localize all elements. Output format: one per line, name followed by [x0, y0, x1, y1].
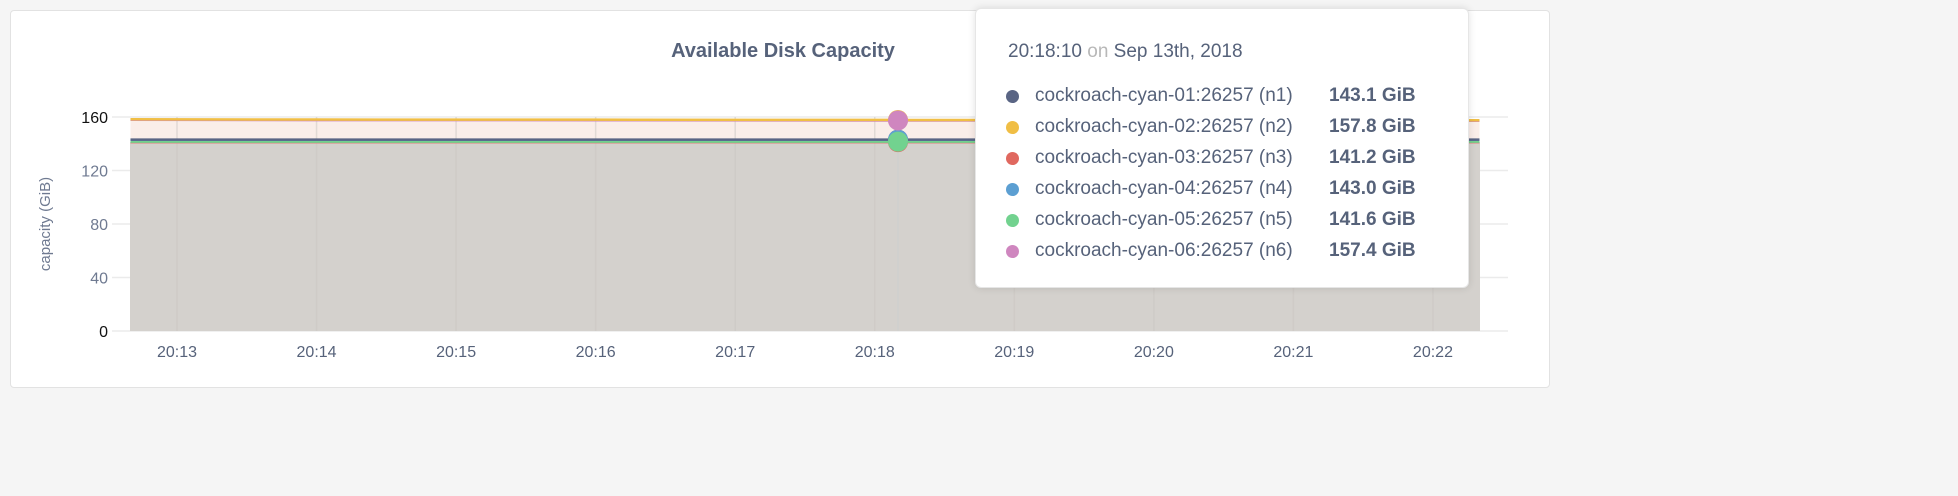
- x-tick-label: 20:22: [1413, 344, 1453, 361]
- tooltip-value: 143.0 GiB: [1329, 178, 1416, 199]
- chart-title: Available Disk Capacity: [671, 40, 895, 62]
- tooltip-time: 20:18:10: [1008, 41, 1082, 62]
- tooltip-series-name: cockroach-cyan-01:26257 (n1): [1035, 85, 1293, 106]
- x-tick-label: 20:15: [436, 344, 476, 361]
- tooltip-row: cockroach-cyan-04:26257 (n4) 143.0 GiB: [1006, 174, 1416, 204]
- tooltip-row: cockroach-cyan-03:26257 (n3) 141.2 GiB: [1006, 143, 1416, 173]
- tooltip-series-name: cockroach-cyan-03:26257 (n3): [1035, 147, 1293, 168]
- x-tick-label: 20:20: [1134, 344, 1174, 361]
- tooltip-row: cockroach-cyan-05:26257 (n5) 141.6 GiB: [1006, 205, 1416, 235]
- series-color-dot: [1006, 89, 1019, 103]
- y-tick-label: 160: [81, 110, 108, 127]
- series-color-dot: [1006, 213, 1019, 227]
- tooltip-value: 157.8 GiB: [1329, 116, 1416, 137]
- tooltip-on: on: [1087, 41, 1109, 62]
- series-color-dot: [1006, 182, 1019, 196]
- tooltip-row: cockroach-cyan-02:26257 (n2) 157.8 GiB: [1006, 112, 1416, 142]
- tooltip-series-name: cockroach-cyan-02:26257 (n2): [1035, 116, 1293, 137]
- series-color-dot: [1006, 244, 1019, 258]
- x-tick-label: 20:18: [855, 344, 895, 361]
- y-axis-label: capacity (GiB): [37, 177, 54, 271]
- y-tick-label: 120: [81, 164, 108, 181]
- tooltip-value: 143.1 GiB: [1329, 85, 1416, 106]
- tooltip-series-name: cockroach-cyan-06:26257 (n6): [1035, 240, 1293, 261]
- tooltip-row: cockroach-cyan-06:26257 (n6) 157.4 GiB: [1006, 236, 1416, 266]
- tooltip-series-name: cockroach-cyan-05:26257 (n5): [1035, 209, 1293, 230]
- x-tick-label: 20:16: [576, 344, 616, 361]
- tooltip-value: 141.2 GiB: [1329, 147, 1416, 168]
- x-tick-label: 20:21: [1273, 344, 1313, 361]
- series-color-dot: [1006, 151, 1019, 165]
- tooltip-row: cockroach-cyan-01:26257 (n1) 143.1 GiB: [1006, 81, 1416, 111]
- hover-point: [888, 131, 909, 152]
- y-tick-label: 0: [99, 324, 108, 341]
- x-tick-label: 20:19: [994, 344, 1034, 361]
- y-tick-label: 80: [90, 217, 108, 234]
- tooltip-header: 20:18:10 on Sep 13th, 2018: [1008, 41, 1243, 63]
- tooltip-value: 157.4 GiB: [1329, 240, 1416, 261]
- x-tick-label: 20:17: [715, 344, 755, 361]
- x-tick-label: 20:13: [157, 344, 197, 361]
- hover-tooltip: 20:18:10 on Sep 13th, 2018 cockroach-cya…: [975, 8, 1469, 288]
- tooltip-date: Sep 13th, 2018: [1113, 41, 1243, 62]
- tooltip-value: 141.6 GiB: [1329, 209, 1416, 230]
- tooltip-series-name: cockroach-cyan-04:26257 (n4): [1035, 178, 1293, 199]
- y-tick-label: 40: [90, 271, 108, 288]
- x-tick-label: 20:14: [297, 344, 337, 361]
- series-color-dot: [1006, 120, 1019, 134]
- hover-point: [888, 110, 909, 131]
